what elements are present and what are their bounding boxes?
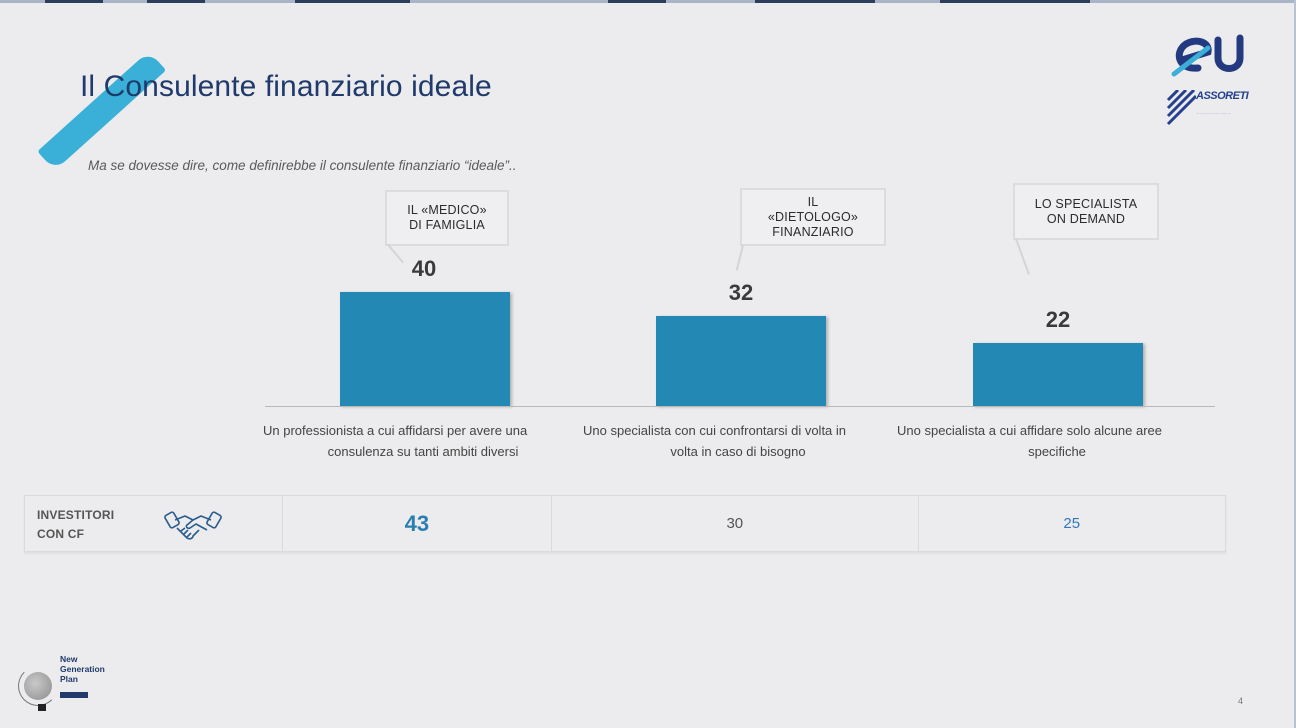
x-axis bbox=[265, 406, 1215, 407]
table-value-2: 30 bbox=[726, 515, 744, 532]
accent-brush-stroke bbox=[37, 50, 167, 171]
assoreti-tagline: ······························ bbox=[1196, 112, 1231, 116]
page-number: 4 bbox=[1238, 696, 1244, 706]
bar-2 bbox=[656, 316, 826, 406]
new-generation-plan-logo: New Generation Plan bbox=[16, 652, 126, 716]
callout-tail bbox=[1015, 238, 1030, 275]
handshake-icon bbox=[164, 511, 222, 540]
row-label: INVESTITORI CON CF bbox=[37, 508, 115, 541]
assoreti-wordmark: ASSORETI bbox=[1196, 90, 1249, 102]
globe-icon bbox=[24, 672, 52, 700]
category-label-1-line1: Un professionista a cui affidarsi per av… bbox=[263, 423, 528, 438]
assoreti-stripes-icon bbox=[1166, 88, 1198, 126]
assoreti-logo: ASSORETI ······························ bbox=[1166, 88, 1260, 130]
table-value-3: 25 bbox=[1063, 515, 1081, 532]
category-label-2-line1: Uno specialista con cui confrontarsi di … bbox=[583, 423, 847, 438]
category-label-3-line2: specifiche bbox=[1028, 444, 1086, 459]
table-cell-3: 25 bbox=[919, 496, 1225, 551]
ngp-wordmark: New Generation Plan bbox=[60, 654, 105, 684]
callout-specialista: LO SPECIALISTA ON DEMAND bbox=[1013, 183, 1159, 240]
table-cell-2: 30 bbox=[552, 496, 919, 551]
survey-question: Ma se dovesse dire, come definirebbe il … bbox=[88, 158, 517, 173]
bar-value-2: 32 bbox=[728, 280, 754, 305]
callout-tail bbox=[735, 245, 744, 271]
bar-value-1: 40 bbox=[411, 256, 437, 281]
bar-3 bbox=[973, 343, 1143, 406]
bar-1 bbox=[340, 292, 510, 406]
table-value-1: 43 bbox=[404, 510, 430, 536]
slide-title: Il Consulente finanziario ideale bbox=[80, 70, 492, 103]
callout-medico: IL «MEDICO» DI FAMIGLIA bbox=[385, 190, 509, 246]
bar-chart: IL «MEDICO» DI FAMIGLIA IL «DIETOLOGO» F… bbox=[263, 180, 1217, 480]
category-label-1-line2: consulenza su tanti ambiti diversi bbox=[327, 444, 519, 459]
table-cell-1: 43 bbox=[283, 496, 553, 551]
bar-value-3: 22 bbox=[1045, 307, 1071, 332]
category-label-2: Uno specialista con cui confrontarsi di … bbox=[583, 420, 893, 462]
eu-logo-icon bbox=[1171, 34, 1244, 77]
category-label-1: Un professionista a cui affidarsi per av… bbox=[263, 420, 583, 462]
category-label-2-line2: volta in caso di bisogno bbox=[670, 444, 806, 459]
callout-dietologo: IL «DIETOLOGO» FINANZIARIO bbox=[740, 188, 886, 246]
ngp-badge bbox=[60, 692, 88, 698]
category-label-3-line1: Uno specialista a cui affidare solo alcu… bbox=[897, 423, 1162, 438]
slide-edge bbox=[1294, 0, 1296, 728]
globe-stand-icon bbox=[38, 704, 46, 711]
investors-comparison-table: INVESTITORI CON CF 43 30 25 bbox=[24, 495, 1226, 552]
row-header: INVESTITORI CON CF bbox=[25, 496, 283, 551]
top-strip bbox=[0, 0, 1296, 3]
category-label-3: Uno specialista a cui affidare solo alcu… bbox=[897, 420, 1217, 462]
